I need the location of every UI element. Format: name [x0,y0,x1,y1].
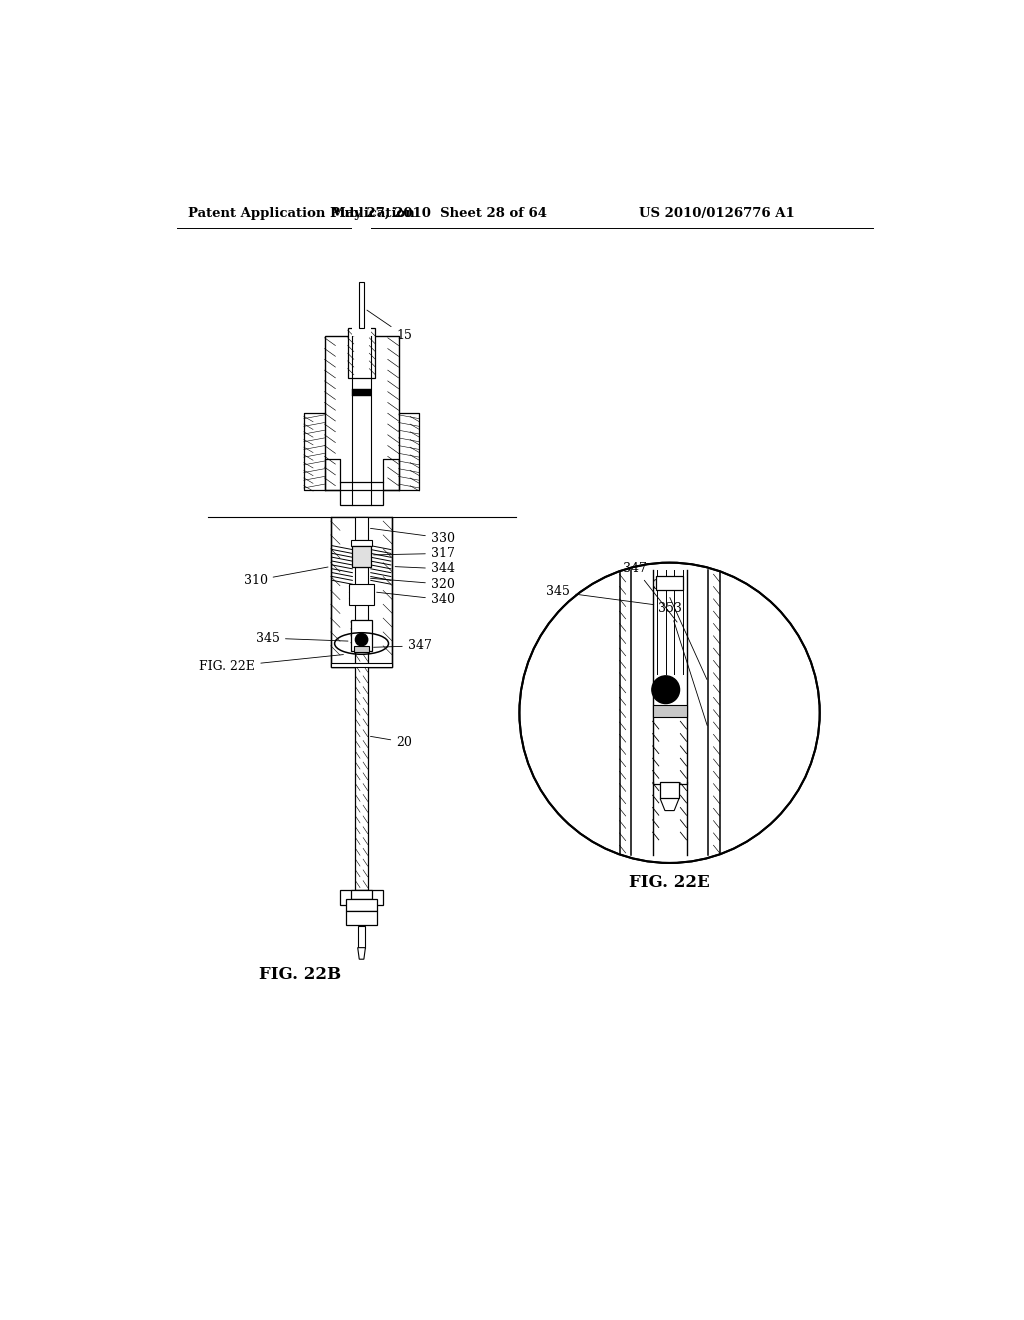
Circle shape [355,634,368,645]
Bar [355,651,368,890]
Bar [346,911,377,925]
Text: US 2010/0126776 A1: US 2010/0126776 A1 [639,207,795,220]
Polygon shape [357,948,366,960]
Bar [354,645,370,652]
Bar [355,566,368,620]
Bar [351,620,373,651]
Text: 353: 353 [658,602,708,726]
Bar [351,890,373,899]
Bar [346,899,377,911]
Bar [351,540,373,545]
Text: FIG. 22E: FIG. 22E [629,874,710,891]
Text: 15: 15 [367,310,412,342]
Text: 20: 20 [371,735,412,748]
Circle shape [519,562,819,863]
Bar [352,389,371,396]
Text: Patent Application Publication: Patent Application Publication [188,207,415,220]
Bar [357,927,366,948]
Text: 347: 347 [374,639,432,652]
Bar [331,663,392,667]
Bar [655,576,683,590]
Bar [349,585,374,605]
Text: 310: 310 [244,568,328,587]
Text: 320: 320 [371,578,455,591]
Circle shape [652,676,680,704]
Bar [352,181,371,335]
Bar [660,781,679,797]
Bar [652,705,686,718]
Text: 347: 347 [624,562,677,622]
Text: FIG. 22B: FIG. 22B [259,966,341,983]
Bar [331,517,392,667]
Text: 344: 344 [395,562,455,576]
Bar [352,367,371,372]
Bar [355,517,368,540]
Bar [352,545,371,566]
Bar [340,890,383,906]
Bar [325,335,398,490]
Bar [348,327,376,378]
Text: May 27, 2010  Sheet 28 of 64: May 27, 2010 Sheet 28 of 64 [331,207,547,220]
Text: 317: 317 [374,546,455,560]
Bar [340,482,383,506]
Bar [359,281,364,327]
Text: 340: 340 [377,593,455,606]
Text: 345: 345 [547,585,653,605]
Text: FIG. 22E: FIG. 22E [200,655,343,673]
Text: 345: 345 [256,631,348,644]
Text: 352: 352 [652,579,707,680]
Text: 330: 330 [371,528,455,545]
